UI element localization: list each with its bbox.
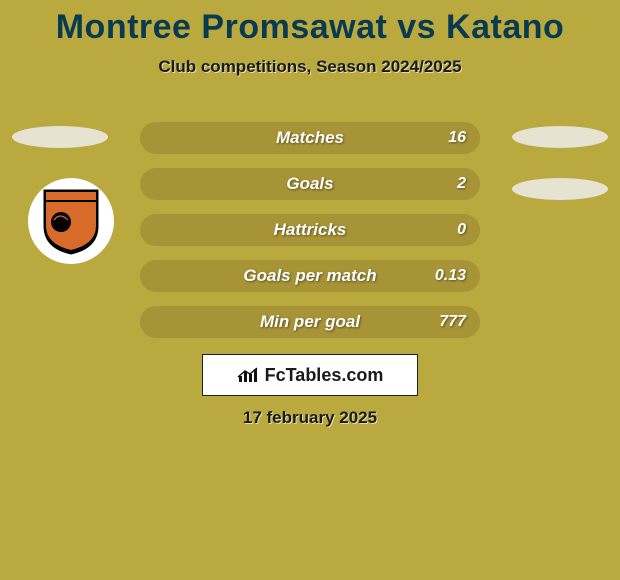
stat-label: Goals — [286, 174, 333, 194]
stat-label: Min per goal — [260, 312, 360, 332]
player-right-placeholder-2 — [512, 178, 608, 200]
page-title: Montree Promsawat vs Katano — [0, 0, 620, 47]
stat-value: 0 — [457, 221, 466, 239]
stat-value: 16 — [448, 129, 466, 147]
player-right-placeholder — [512, 126, 608, 148]
subtitle: Club competitions, Season 2024/2025 — [0, 57, 620, 77]
bar-chart-icon — [237, 366, 259, 384]
stat-bar-hattricks: Hattricks 0 — [140, 214, 480, 246]
brand-attribution: FcTables.com — [202, 354, 418, 396]
stat-bar-matches: Matches 16 — [140, 122, 480, 154]
stat-bars: Matches 16 Goals 2 Hattricks 0 Goals per… — [140, 122, 480, 352]
stat-value: 2 — [457, 175, 466, 193]
brand-text: FcTables.com — [265, 365, 384, 386]
stat-value: 777 — [439, 313, 466, 331]
stat-label: Matches — [276, 128, 344, 148]
player-left-placeholder — [12, 126, 108, 148]
infographic-container: Montree Promsawat vs Katano Club competi… — [0, 0, 620, 580]
stat-label: Hattricks — [274, 220, 347, 240]
shield-icon — [40, 186, 102, 256]
club-badge — [28, 178, 114, 264]
infographic-date: 17 february 2025 — [0, 408, 620, 428]
stat-label: Goals per match — [243, 266, 376, 286]
stat-value: 0.13 — [435, 267, 466, 285]
stat-bar-goals-per-match: Goals per match 0.13 — [140, 260, 480, 292]
stat-bar-goals: Goals 2 — [140, 168, 480, 200]
stat-bar-min-per-goal: Min per goal 777 — [140, 306, 480, 338]
